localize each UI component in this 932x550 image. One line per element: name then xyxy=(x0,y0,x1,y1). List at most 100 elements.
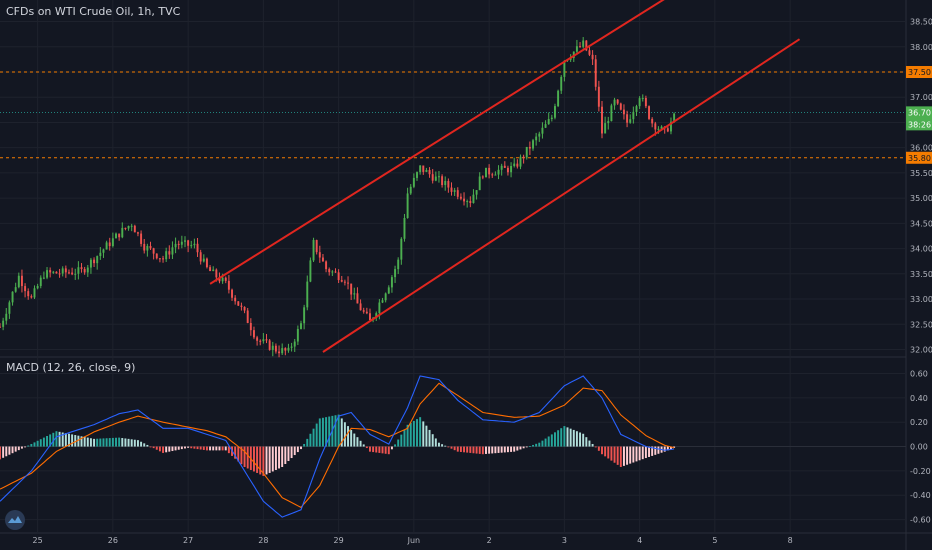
candle-down xyxy=(205,258,208,268)
macd-histogram-bar xyxy=(237,446,240,462)
macd-histogram-bar xyxy=(638,446,641,461)
candle-up xyxy=(378,302,381,314)
macd-histogram-bar xyxy=(597,446,600,451)
candle-up xyxy=(535,136,538,141)
macd-histogram-bar xyxy=(378,446,381,453)
time-tick-label: 26 xyxy=(108,536,118,545)
macd-histogram-bar xyxy=(453,446,456,451)
macd-histogram-bar xyxy=(133,439,136,447)
macd-histogram-bar xyxy=(582,433,585,447)
candle-up xyxy=(8,302,11,314)
macd-histogram-bar xyxy=(644,446,647,459)
macd-histogram-bar xyxy=(390,446,393,450)
candlestick-series xyxy=(0,37,676,358)
candle-up xyxy=(212,269,215,272)
candle-up xyxy=(89,259,92,268)
macd-histogram-bar xyxy=(20,446,23,449)
candle-down xyxy=(80,267,83,270)
macd-histogram-bar xyxy=(108,438,111,447)
signal-line xyxy=(0,382,675,509)
macd-histogram-bar xyxy=(162,446,165,453)
macd-histogram-bar xyxy=(281,446,284,467)
candle-up xyxy=(547,119,550,125)
candle-down xyxy=(503,165,506,168)
candle-down xyxy=(481,176,484,178)
macd-histogram-bar xyxy=(478,446,481,454)
candle-up xyxy=(293,341,296,347)
price-tick-label: 38.50 xyxy=(910,18,932,27)
macd-histogram-bar xyxy=(632,446,635,463)
candle-down xyxy=(450,187,453,192)
candle-up xyxy=(130,225,133,227)
candle-down xyxy=(64,268,67,273)
tradingview-logo-icon[interactable] xyxy=(5,510,25,530)
candle-up xyxy=(575,46,578,52)
macd-histogram-bar xyxy=(641,446,644,460)
candle-up xyxy=(46,270,49,278)
candle-down xyxy=(155,253,158,259)
candle-down xyxy=(356,293,359,304)
macd-histogram-bar xyxy=(290,446,293,459)
macd-histogram-bar xyxy=(491,446,494,454)
macd-histogram-bar xyxy=(673,446,676,448)
candle-down xyxy=(579,46,582,48)
macd-tick-label: -0.20 xyxy=(910,467,931,476)
candle-down xyxy=(133,225,136,233)
macd-tick-label: 0.20 xyxy=(910,418,928,427)
macd-histogram-bar xyxy=(485,446,487,454)
macd-histogram-bar xyxy=(475,446,478,454)
macd-histogram-bar xyxy=(296,446,299,453)
macd-histogram-bar xyxy=(80,436,83,447)
macd-histogram-bar xyxy=(328,416,331,447)
macd-histogram-bar xyxy=(434,438,437,447)
candle-down xyxy=(350,283,353,295)
macd-histogram-bar xyxy=(205,446,208,451)
macd-histogram-bar xyxy=(165,446,168,453)
candle-up xyxy=(550,117,553,120)
macd-histogram-bar xyxy=(325,417,328,447)
macd-histogram-bar xyxy=(234,446,237,459)
candle-down xyxy=(71,272,74,275)
candle-down xyxy=(27,291,30,297)
candle-down xyxy=(616,99,619,104)
candle-up xyxy=(641,97,644,99)
macd-histogram-bar xyxy=(143,443,146,447)
candle-up xyxy=(416,172,418,178)
candle-down xyxy=(24,286,27,292)
price-tick-label: 34.00 xyxy=(910,245,932,254)
candle-up xyxy=(281,348,284,354)
candle-down xyxy=(469,201,472,204)
macd-histogram-bar xyxy=(315,423,318,447)
candle-down xyxy=(626,114,629,123)
candle-up xyxy=(610,105,613,122)
macd-histogram-bar xyxy=(444,445,447,447)
candle-down xyxy=(597,86,600,107)
candle-up xyxy=(425,170,428,172)
macd-histogram-bar xyxy=(39,439,42,447)
macd-histogram-bar xyxy=(651,446,654,456)
macd-histogram-bar xyxy=(657,446,660,454)
candle-up xyxy=(434,176,437,181)
macd-histogram-bar xyxy=(572,429,575,447)
macd-histogram-bar xyxy=(284,446,287,465)
candle-up xyxy=(384,293,387,301)
macd-histogram-bar xyxy=(513,446,516,452)
macd-histogram-bar xyxy=(550,434,553,447)
chart-title: CFDs on WTI Crude Oil, 1h, TVC xyxy=(6,5,181,18)
macd-axis: 0.60 0.40 0.20 0.00 -0.20 -0.40 -0.60 xyxy=(910,370,931,525)
candle-down xyxy=(177,243,180,245)
macd-histogram-bar xyxy=(519,446,522,450)
candle-down xyxy=(274,345,277,352)
candle-up xyxy=(497,169,500,175)
macd-histogram-bar xyxy=(184,446,186,449)
macd-histogram-bar xyxy=(55,431,58,447)
macd-histogram-bar xyxy=(347,426,350,447)
candle-up xyxy=(309,260,312,282)
time-tick-label: Jun xyxy=(407,536,421,545)
macd-histogram-bar xyxy=(27,445,30,447)
macd-histogram-bar xyxy=(359,440,362,447)
candle-up xyxy=(532,140,534,149)
macd-histogram-bar xyxy=(525,446,528,448)
macd-histogram-bar xyxy=(622,446,625,466)
